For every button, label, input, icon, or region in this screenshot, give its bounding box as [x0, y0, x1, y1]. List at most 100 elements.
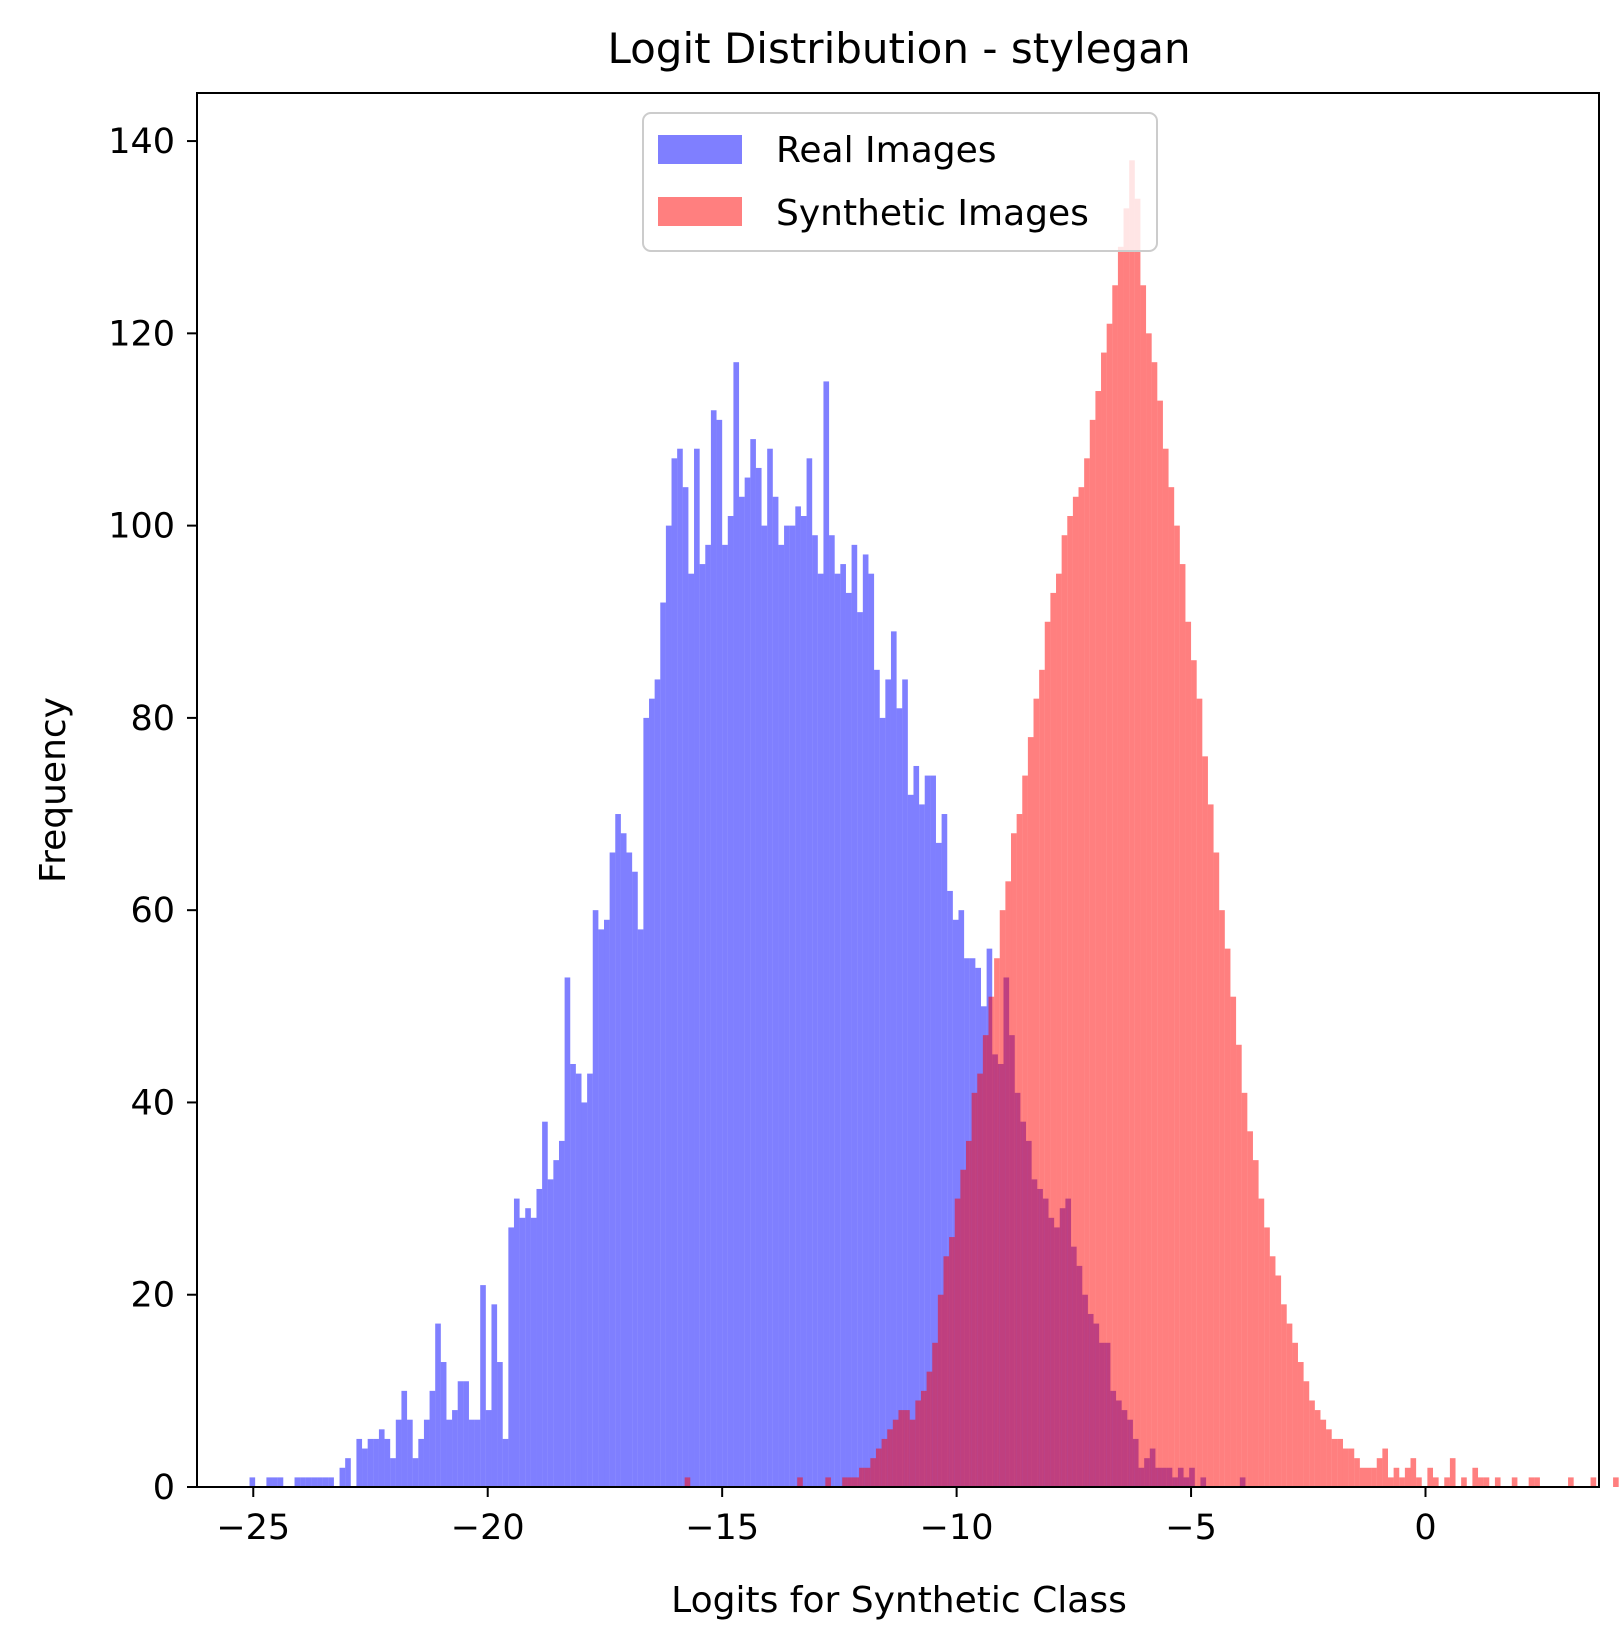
histogram-bar: [682, 487, 689, 1487]
histogram-bar: [1016, 814, 1023, 1487]
histogram-bar: [1033, 698, 1040, 1487]
y-tick-label: 140: [108, 122, 175, 162]
histogram-bar: [926, 1371, 933, 1487]
histogram-bar: [373, 1438, 379, 1487]
histogram-bar: [823, 381, 830, 1487]
histogram-bar: [654, 679, 661, 1487]
histogram-bar: [1371, 1467, 1377, 1487]
histogram-bar: [909, 1419, 916, 1487]
histogram-bar: [834, 573, 841, 1487]
histogram-bar: [896, 708, 903, 1487]
legend-box: [642, 112, 1158, 252]
histogram-bar: [767, 448, 773, 1488]
histogram-bar: [1331, 1438, 1338, 1487]
histogram-bar: [1011, 833, 1017, 1487]
histogram-bar: [485, 1410, 492, 1487]
histogram-bar: [519, 1217, 526, 1487]
histogram-bar: [954, 1198, 961, 1487]
histogram-bar: [864, 1467, 871, 1487]
histogram-bar: [446, 1419, 453, 1487]
histogram-bar: [1511, 1477, 1518, 1487]
histogram-bar: [890, 631, 897, 1487]
histogram-bar: [1269, 1256, 1276, 1487]
histogram-bar: [1478, 1477, 1484, 1487]
histogram-bar: [1359, 1467, 1366, 1487]
histogram-bar: [924, 775, 931, 1487]
histogram-bar: [1326, 1429, 1332, 1487]
histogram-bar: [435, 1323, 441, 1487]
histogram-bar: [913, 765, 920, 1487]
histogram-bar: [1140, 285, 1147, 1487]
y-tick-label: 60: [130, 891, 175, 931]
histogram-bar: [885, 679, 891, 1487]
histogram-bar: [1433, 1477, 1439, 1487]
histogram-bar: [1162, 448, 1169, 1488]
histogram-bar: [649, 698, 655, 1487]
histogram-bar: [699, 564, 706, 1487]
histogram-bar: [463, 1381, 469, 1487]
histogram-bar: [710, 410, 717, 1487]
histogram-bar: [949, 1237, 955, 1487]
histogram-bar: [879, 717, 886, 1487]
histogram-bar: [1427, 1467, 1434, 1487]
bars-layer: [249, 160, 1619, 1488]
histogram-bar: [1224, 948, 1231, 1487]
x-tick-label: −10: [920, 1508, 994, 1548]
histogram-bar: [1297, 1362, 1304, 1487]
histogram-bar: [1303, 1381, 1310, 1487]
chart-title: Logit Distribution - stylegan: [607, 24, 1190, 73]
histogram-bar: [898, 1410, 905, 1487]
histogram-bar: [1348, 1448, 1355, 1487]
histogram-bar: [1382, 1448, 1388, 1487]
y-tick-label: 20: [130, 1276, 175, 1316]
histogram-bar: [345, 1458, 351, 1487]
histogram-bar: [982, 1035, 989, 1487]
histogram-bar: [795, 506, 801, 1487]
histogram-bar: [407, 1419, 413, 1487]
ticks-layer: −25 −20 −15 −10 −5 0 0 20 40 60 80 100 120 140: [108, 122, 1436, 1548]
histogram-bar: [536, 1188, 543, 1487]
histogram-bar: [971, 1092, 978, 1487]
histogram-bar: [1534, 1477, 1540, 1487]
histogram-bar: [412, 1458, 419, 1487]
histogram-bar: [1320, 1419, 1327, 1487]
histogram-bar: [727, 516, 734, 1487]
histogram-bar: [1354, 1458, 1360, 1487]
histogram-bar: [1483, 1477, 1490, 1487]
histogram-bar: [395, 1419, 402, 1487]
histogram-bar: [1219, 910, 1225, 1487]
histogram-bar: [553, 1160, 559, 1487]
histogram-bar: [1292, 1342, 1298, 1487]
histogram-bar: [907, 794, 914, 1487]
histogram-bar: [575, 1073, 582, 1487]
histogram-bar: [1168, 487, 1175, 1487]
histogram-bar: [868, 573, 875, 1487]
legend-label-synthetic-images: Synthetic Images: [776, 193, 1089, 234]
x-tick-label: −20: [451, 1508, 525, 1548]
histogram-bar: [851, 544, 858, 1487]
histogram-bar: [671, 458, 678, 1487]
histogram-bar: [1050, 592, 1057, 1487]
histogram-bar: [1146, 333, 1152, 1488]
histogram-bar: [418, 1438, 424, 1487]
histogram-bar: [300, 1477, 306, 1487]
histogram-bar: [1286, 1323, 1293, 1487]
histogram-bar: [632, 871, 638, 1487]
histogram-bar: [919, 804, 925, 1487]
legend-swatch-synthetic-images: [658, 197, 742, 226]
histogram-bar: [994, 958, 1000, 1487]
histogram-bar: [684, 1477, 691, 1487]
histogram-bar: [317, 1477, 323, 1487]
histogram-bar: [665, 525, 672, 1487]
histogram-bar: [806, 458, 813, 1487]
histogram-bar: [660, 602, 666, 1487]
histogram-bar: [581, 1102, 588, 1487]
histogram-bar: [1129, 160, 1135, 1487]
histogram-bar: [508, 1227, 514, 1487]
histogram-bar: [1095, 391, 1102, 1487]
histogram-bar: [491, 1304, 498, 1487]
histogram-bar: [378, 1429, 385, 1487]
histogram-bar: [452, 1410, 458, 1487]
histogram-bar: [941, 814, 948, 1487]
